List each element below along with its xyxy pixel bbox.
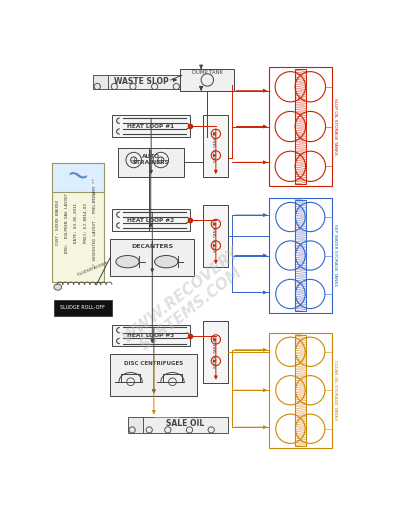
Bar (295, 335, 306, 446)
Text: DRG:  DOLPHIN OAS LAYOUT: DRG: DOLPHIN OAS LAYOUT (65, 193, 69, 253)
Bar (54, 300, 112, 316)
Text: ** SUGGESTED LAYOUT - PRELIMINARY **: ** SUGGESTED LAYOUT - PRELIMINARY ** (93, 178, 97, 268)
Bar (52, 163, 104, 282)
Text: SLUDGE ROLL-OFF: SLUDGE ROLL-OFF (60, 306, 105, 310)
Bar (204, 321, 228, 383)
Bar (112, 116, 190, 137)
Text: SLUDGE AUGER: SLUDGE AUGER (77, 261, 108, 277)
Bar (108, 75, 182, 89)
Ellipse shape (54, 284, 62, 290)
Text: DATE: 03-05-2011: DATE: 03-05-2011 (74, 203, 78, 243)
Bar (143, 417, 228, 433)
Bar (204, 116, 228, 177)
Text: SEP WATER STORAGE TANKS: SEP WATER STORAGE TANKS (333, 225, 337, 287)
Text: AUTO
STRAINERS: AUTO STRAINERS (133, 154, 170, 165)
Text: DUMP TANK: DUMP TANK (192, 70, 223, 75)
Bar (128, 417, 143, 433)
Text: HEAT LOOP #1: HEAT LOOP #1 (127, 124, 174, 129)
Bar (268, 198, 332, 313)
Bar (52, 163, 104, 192)
Bar (110, 238, 194, 276)
Text: ~: ~ (63, 161, 93, 194)
Bar (295, 200, 306, 311)
Bar (268, 67, 332, 186)
Ellipse shape (116, 256, 139, 268)
Text: WASTE SLOP: WASTE SLOP (114, 77, 169, 86)
Text: HEAT LOOP #3: HEAT LOOP #3 (127, 333, 174, 338)
Text: SALE OIL: SALE OIL (166, 419, 205, 428)
Bar (112, 209, 190, 231)
Text: SURGE TANK #2: SURGE TANK #2 (214, 220, 218, 252)
Text: DISC CENTRIFUGES: DISC CENTRIFUGES (124, 361, 184, 366)
Text: SURGE TANK #1: SURGE TANK #1 (214, 130, 218, 162)
Text: SLOP OIL STORAGE TANKS: SLOP OIL STORAGE TANKS (333, 98, 337, 155)
Text: HEAT LOOP #2: HEAT LOOP #2 (127, 217, 174, 223)
Text: PROJ: EJ-8014-02: PROJ: EJ-8014-02 (84, 203, 88, 243)
Bar (110, 354, 197, 396)
Ellipse shape (155, 256, 178, 268)
Text: CUST: XXXXX ENEXXX: CUST: XXXXX ENEXXX (56, 200, 60, 245)
Bar (180, 69, 234, 91)
Text: CLEAN OIL STORAGE TANKS: CLEAN OIL STORAGE TANKS (333, 360, 337, 421)
Text: DECANTERS: DECANTERS (131, 244, 173, 249)
Bar (118, 148, 184, 177)
Bar (204, 205, 228, 267)
Text: SURGE TANK #3: SURGE TANK #3 (214, 336, 218, 367)
Bar (268, 332, 332, 448)
Bar (93, 75, 108, 89)
Bar (295, 69, 306, 184)
Text: WWW.RECOVERY
SYSTEMS.COM: WWW.RECOVERY SYSTEMS.COM (119, 245, 252, 359)
Bar (112, 325, 190, 347)
